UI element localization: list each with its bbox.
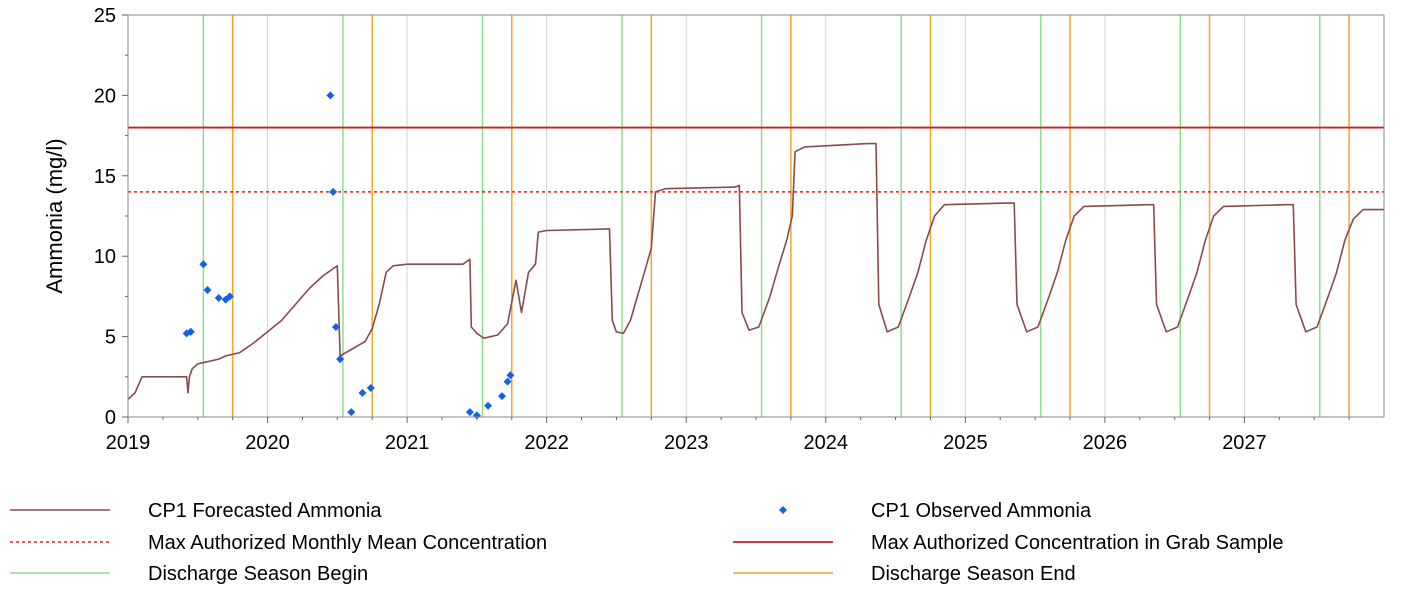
observed-point	[214, 294, 223, 303]
legend-item: Discharge Season Begin	[10, 563, 368, 585]
y-tick-label: 25	[94, 5, 116, 27]
y-tick-label: 5	[105, 327, 116, 349]
legend-label: Discharge Season End	[871, 563, 1076, 585]
legend: CP1 Forecasted Ammonia CP1 Observed Ammon…	[10, 500, 1283, 585]
gridlines	[267, 15, 1245, 417]
x-tick-label: 2022	[524, 432, 569, 454]
x-tick-label: 2021	[385, 432, 430, 454]
observed-point	[358, 388, 367, 397]
legend-label: CP1 Observed Ammonia	[871, 500, 1092, 522]
legend-item: CP1 Forecasted Ammonia	[10, 500, 382, 522]
legend-swatch-observed	[779, 506, 787, 514]
y-tick-label: 15	[94, 166, 116, 188]
x-tick-label: 2020	[245, 432, 290, 454]
legend-label: Max Authorized Monthly Mean Concentratio…	[148, 532, 547, 554]
x-tick-label: 2019	[106, 432, 151, 454]
x-tick-label: 2025	[943, 432, 988, 454]
y-tick-label: 0	[105, 407, 116, 429]
x-tick-label: 2023	[664, 432, 709, 454]
y-axis-label: Ammonia (mg/l)	[42, 138, 67, 293]
observed-point	[326, 91, 335, 100]
forecast-series	[127, 142, 1384, 400]
observed-point	[498, 392, 507, 401]
legend-label: Discharge Season Begin	[148, 563, 368, 585]
legend-item: Discharge Season End	[733, 563, 1076, 585]
y-tick-label: 10	[94, 246, 116, 268]
observed-point	[506, 371, 515, 380]
legend-item: CP1 Observed Ammonia	[779, 500, 1092, 522]
observed-point	[203, 285, 212, 294]
axes: 2019 2020 2021 2022 2023 2024 2025 2026 20270510…	[94, 5, 1350, 454]
forecast-line	[127, 142, 1384, 400]
threshold-lines	[128, 126, 1384, 193]
observed-point	[199, 260, 208, 269]
observed-point	[366, 384, 375, 393]
season-lines	[202, 15, 1350, 417]
plot-area-border	[127, 14, 1385, 418]
observed-point	[336, 355, 345, 364]
observed-point	[347, 408, 356, 417]
observed-point	[503, 377, 512, 386]
legend-label: CP1 Forecasted Ammonia	[148, 500, 382, 522]
observed-point	[225, 292, 234, 301]
observed-point	[186, 327, 195, 336]
observed-point	[484, 401, 493, 410]
x-tick-label: 2026	[1083, 432, 1128, 454]
observed-point	[465, 408, 474, 417]
legend-item: Max Authorized Concentration in Grab Sam…	[733, 532, 1283, 554]
legend-label: Max Authorized Concentration in Grab Sam…	[871, 532, 1283, 554]
x-tick-label: 2024	[804, 432, 849, 454]
y-tick-label: 20	[94, 85, 116, 107]
observed-series	[182, 91, 515, 420]
x-tick-label: 2027	[1222, 432, 1267, 454]
observed-point	[331, 322, 340, 331]
legend-item: Max Authorized Monthly Mean Concentratio…	[10, 532, 547, 554]
observed-point	[329, 187, 338, 196]
